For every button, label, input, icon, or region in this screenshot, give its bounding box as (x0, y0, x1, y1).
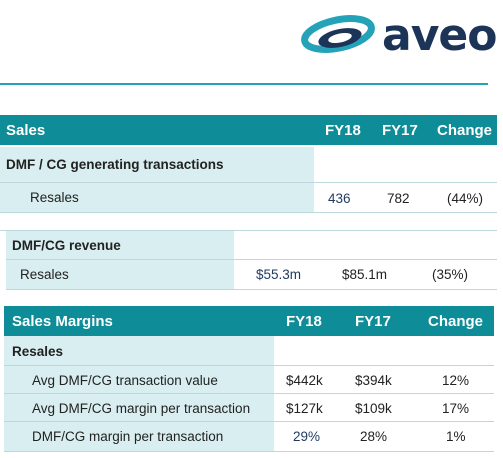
revenue-row-fy18: $55.3m (256, 267, 302, 282)
margins-group-label: Resales (12, 344, 64, 359)
margins-divider-1 (4, 365, 494, 366)
sales-group-band (0, 147, 314, 182)
sales-bottom-line (0, 212, 497, 213)
sales-col-fy17: FY17 (382, 122, 418, 139)
aveo-swirl-logo (301, 15, 375, 53)
revenue-row-change: (35%) (432, 267, 469, 282)
margins-row-1-label: Avg DMF/CG transaction value (32, 373, 218, 388)
sales-row-fy17: 782 (387, 191, 410, 206)
revenue-group-label: DMF/CG revenue (12, 238, 121, 253)
margins-row-1-fy17: $394k (355, 373, 392, 388)
margins-row-1-fy18: $442k (286, 373, 323, 388)
sales-row-change: (44%) (447, 191, 484, 206)
sales-row-band (0, 182, 314, 212)
header-rule (0, 83, 488, 85)
revenue-row-divider (6, 259, 497, 260)
margins-divider-2 (4, 393, 494, 394)
margins-col-fy17: FY17 (355, 313, 391, 330)
margins-bottom-line (4, 451, 494, 452)
margins-header-title: Sales Margins (12, 313, 113, 330)
revenue-row-label: Resales (20, 267, 69, 282)
margins-label-column (4, 336, 274, 452)
revenue-bottom-line (6, 289, 497, 290)
logo-wordmark: aveo (382, 10, 497, 61)
margins-divider-3 (4, 421, 494, 422)
sales-col-fy18: FY18 (325, 122, 361, 139)
sales-row-label: Resales (30, 190, 79, 205)
margins-row-3-fy17: 28% (360, 429, 388, 444)
margins-row-3-fy18: 29% (293, 429, 321, 444)
revenue-group-band (6, 231, 234, 259)
margins-row-3-label: DMF/CG margin per transaction (32, 429, 224, 444)
margins-row-2-change: 17% (442, 401, 470, 416)
sales-col-change: Change (437, 122, 493, 139)
margins-row-1-change: 12% (442, 373, 470, 388)
sales-row-divider (0, 182, 497, 183)
revenue-row-band (6, 259, 234, 289)
margins-row-2-fy17: $109k (355, 401, 392, 416)
sales-row-fy18: 436 (328, 191, 351, 206)
sales-header-title: Sales (6, 122, 46, 139)
revenue-row-fy17: $85.1m (342, 267, 388, 282)
revenue-top-line (0, 230, 497, 231)
margins-col-fy18: FY18 (286, 313, 322, 330)
sales-header-bar (0, 115, 497, 145)
margins-header-bar (4, 306, 494, 336)
margins-row-3-change: 1% (446, 429, 466, 444)
margins-col-change: Change (428, 313, 484, 330)
margins-row-2-fy18: $127k (286, 401, 323, 416)
sales-group-label: DMF / CG generating transactions (6, 157, 224, 172)
margins-row-2-label: Avg DMF/CG margin per transaction (32, 401, 251, 416)
